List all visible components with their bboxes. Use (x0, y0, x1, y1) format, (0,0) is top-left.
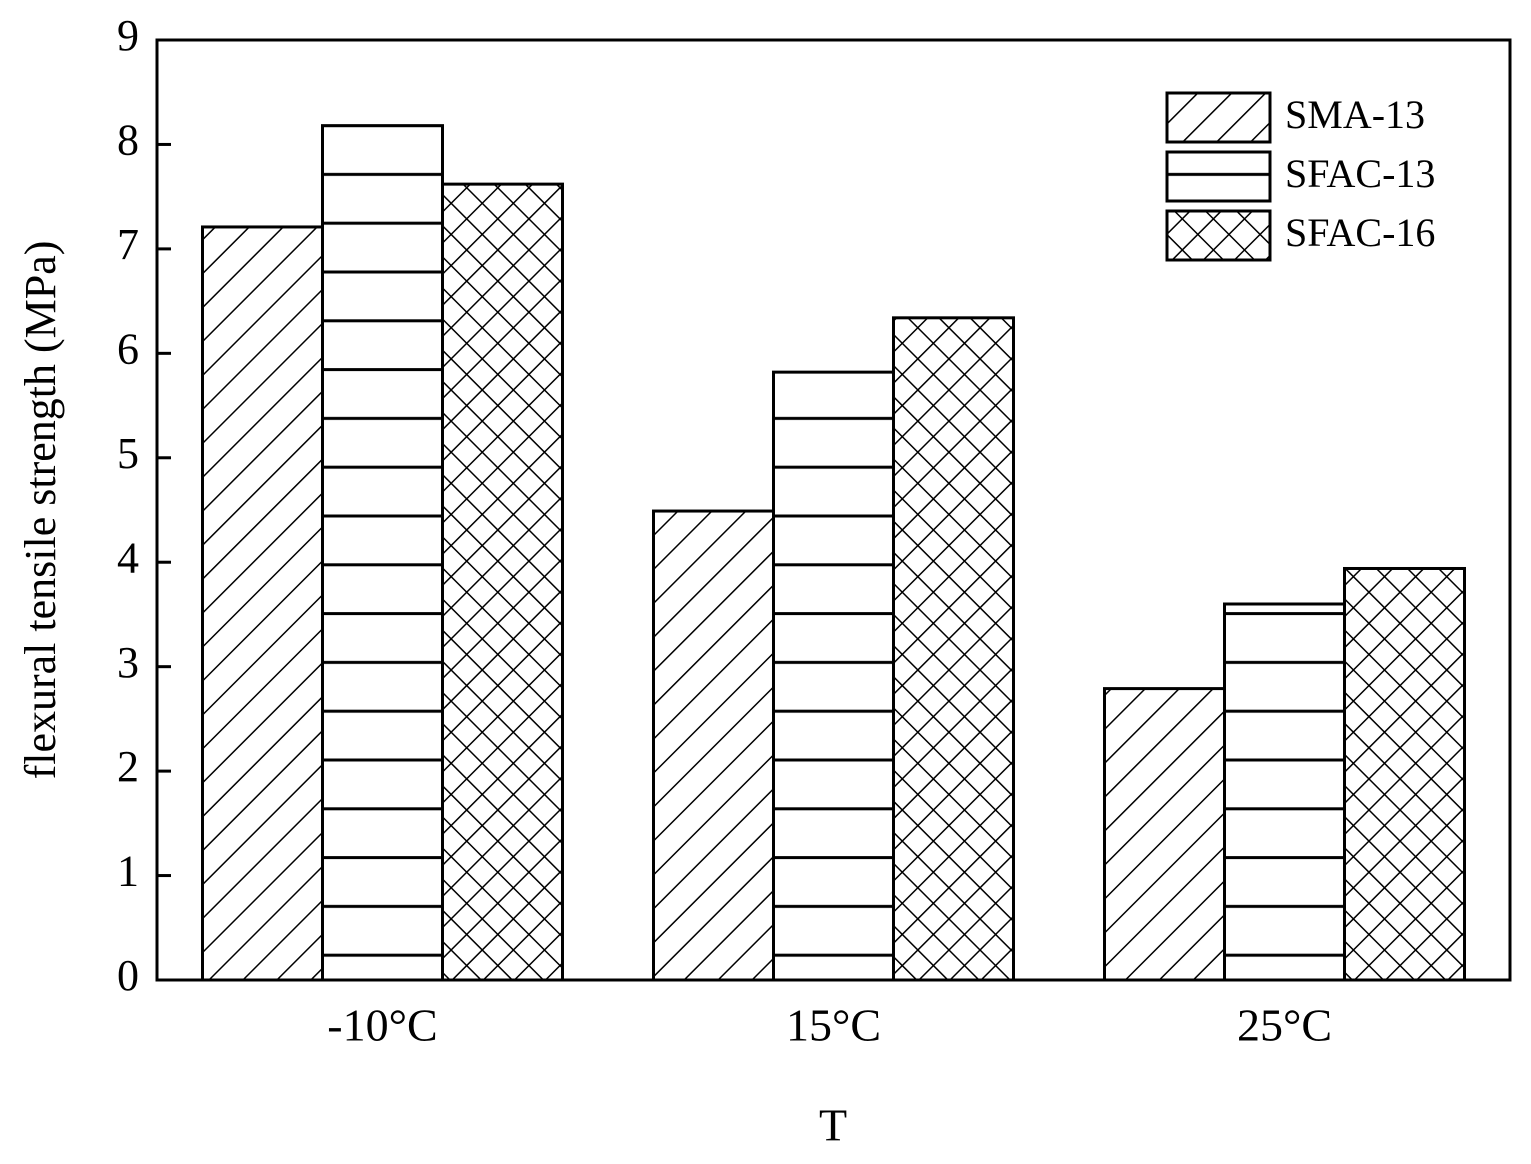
y-tick-label: 1 (117, 847, 139, 896)
bar (441, 182, 564, 982)
x-axis-label: T (819, 1100, 847, 1151)
legend-swatch (1165, 209, 1272, 262)
bar (201, 225, 324, 982)
y-tick-label: 4 (117, 533, 139, 582)
y-tick-label: 2 (117, 742, 139, 791)
legend-swatch (1165, 150, 1272, 203)
bar (892, 316, 1015, 982)
y-tick-label: 6 (117, 324, 139, 373)
y-tick-label: 3 (117, 638, 139, 687)
legend-swatch (1165, 91, 1272, 144)
bar (321, 124, 444, 982)
bar (772, 370, 895, 982)
x-tick-label: 15°C (786, 1000, 881, 1051)
y-axis-label: flexural tensile strength (MPa) (16, 241, 65, 780)
bar (1343, 566, 1466, 982)
bar (1103, 687, 1226, 982)
bar (1223, 602, 1346, 982)
x-tick-label: 25°C (1237, 1000, 1332, 1051)
legend-label: SMA-13 (1285, 92, 1425, 137)
legend-label: SFAC-13 (1285, 151, 1435, 196)
y-tick-label: 0 (117, 951, 139, 1000)
bar (652, 509, 775, 982)
y-tick-label: 5 (117, 429, 139, 478)
y-tick-label: 8 (117, 116, 139, 165)
plot-frame (155, 38, 1512, 982)
y-tick-label: 9 (117, 11, 139, 60)
x-tick-label: -10°C (327, 1000, 437, 1051)
y-tick-label: 7 (117, 220, 139, 269)
legend-label: SFAC-16 (1285, 210, 1435, 255)
